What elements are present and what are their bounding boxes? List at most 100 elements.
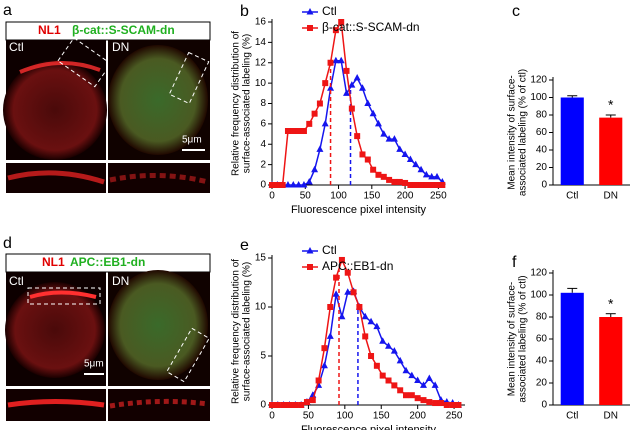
legend-label: Ctl (322, 4, 337, 18)
y-axis-label: Relative frequency distribution of (231, 259, 242, 404)
membrane (19, 61, 101, 74)
marker (432, 400, 439, 407)
x-tick-label: 100 (330, 191, 347, 202)
cell (108, 270, 208, 380)
marker (396, 356, 404, 364)
marker (433, 172, 441, 180)
y-tick-label: 14 (255, 37, 267, 48)
marker (311, 165, 319, 173)
roi (166, 327, 210, 383)
marker (374, 119, 382, 127)
y-tick-label: 20 (536, 162, 548, 173)
x-tick-label: 250 (430, 191, 447, 202)
marker (307, 25, 313, 31)
y-axis-label: associated labeling (% of ctl) (518, 69, 529, 196)
scale-label: 5μm (84, 359, 104, 370)
marker (380, 130, 388, 137)
marker (303, 399, 310, 406)
membrane (7, 170, 105, 185)
legend-label: β-cat::S-SCAM-dn (322, 20, 420, 34)
marker (338, 312, 346, 320)
marker (280, 402, 287, 408)
condition-label: DN (112, 274, 129, 288)
marker (300, 128, 307, 135)
y-tick-label: 80 (536, 110, 548, 121)
marker (286, 402, 293, 408)
marker (396, 178, 403, 185)
marker (338, 256, 345, 263)
roi (57, 37, 112, 88)
marker (290, 128, 297, 135)
y-tick-label: 0 (260, 400, 266, 411)
construct-label: β-cat::S-SCAM-dn (72, 23, 175, 37)
marker (300, 181, 308, 188)
y-axis-label: Relative frequency distribution of (231, 31, 242, 176)
y-axis-label: associated labeling (% of ctl) (518, 275, 529, 402)
image (108, 389, 210, 421)
bar (599, 317, 623, 405)
marker (390, 135, 398, 142)
marker (343, 67, 350, 74)
y-tick-label: 0 (541, 400, 547, 411)
marker (322, 80, 329, 87)
marker (414, 376, 422, 383)
membrane (29, 290, 97, 299)
marker (321, 119, 329, 127)
y-axis-label: Mean intensity of surface- (507, 75, 518, 190)
marker (379, 337, 387, 344)
marker (359, 151, 366, 158)
marker (390, 347, 398, 354)
construct-label: APC::EB1-dn (70, 255, 145, 269)
panel-letter: b (240, 3, 249, 20)
marker (402, 179, 409, 186)
marker (397, 387, 404, 394)
annotation: * (608, 97, 614, 113)
x-tick-label: Ctl (566, 411, 578, 422)
marker (431, 381, 439, 388)
marker (353, 74, 361, 81)
marker (284, 128, 291, 135)
annotation: * (608, 295, 614, 311)
marker (401, 150, 409, 157)
marker (420, 397, 427, 404)
y-tick-label: 0 (260, 180, 266, 191)
marker (332, 27, 339, 34)
marker (370, 166, 377, 173)
legend-label: Ctl (322, 243, 337, 257)
x-tick-label: 200 (397, 191, 414, 202)
y-tick-label: 40 (536, 145, 548, 156)
marker (434, 182, 441, 188)
marker (391, 382, 398, 389)
marker (332, 290, 340, 297)
marker (386, 176, 393, 183)
marker (364, 99, 372, 106)
panel-letter: d (3, 235, 12, 252)
x-tick-label: 100 (336, 411, 353, 422)
marker (439, 182, 446, 188)
y-tick-label: 16 (255, 17, 267, 28)
roi (168, 51, 210, 105)
y-tick-label: 12 (255, 57, 267, 68)
x-axis-label: Fluorescence pixel intensity (291, 204, 427, 216)
marker (316, 100, 323, 107)
marker (306, 8, 314, 15)
marker (428, 182, 435, 188)
marker (344, 288, 352, 295)
series-line (272, 290, 459, 406)
cell (108, 45, 208, 155)
y-tick-label: 120 (530, 75, 547, 86)
y-tick-label: 120 (530, 268, 547, 279)
marker (380, 173, 387, 180)
x-tick-label: 0 (269, 191, 275, 202)
condition-label: DN (112, 40, 129, 54)
marker (379, 372, 386, 379)
marker (356, 304, 363, 310)
marker (344, 269, 351, 276)
marker (414, 395, 421, 402)
legend-label: APC::EB1-dn (322, 259, 393, 273)
marker (455, 402, 462, 408)
panel-letter: a (3, 2, 12, 19)
series-line (272, 19, 443, 186)
marker (361, 312, 369, 320)
marker (307, 264, 313, 270)
